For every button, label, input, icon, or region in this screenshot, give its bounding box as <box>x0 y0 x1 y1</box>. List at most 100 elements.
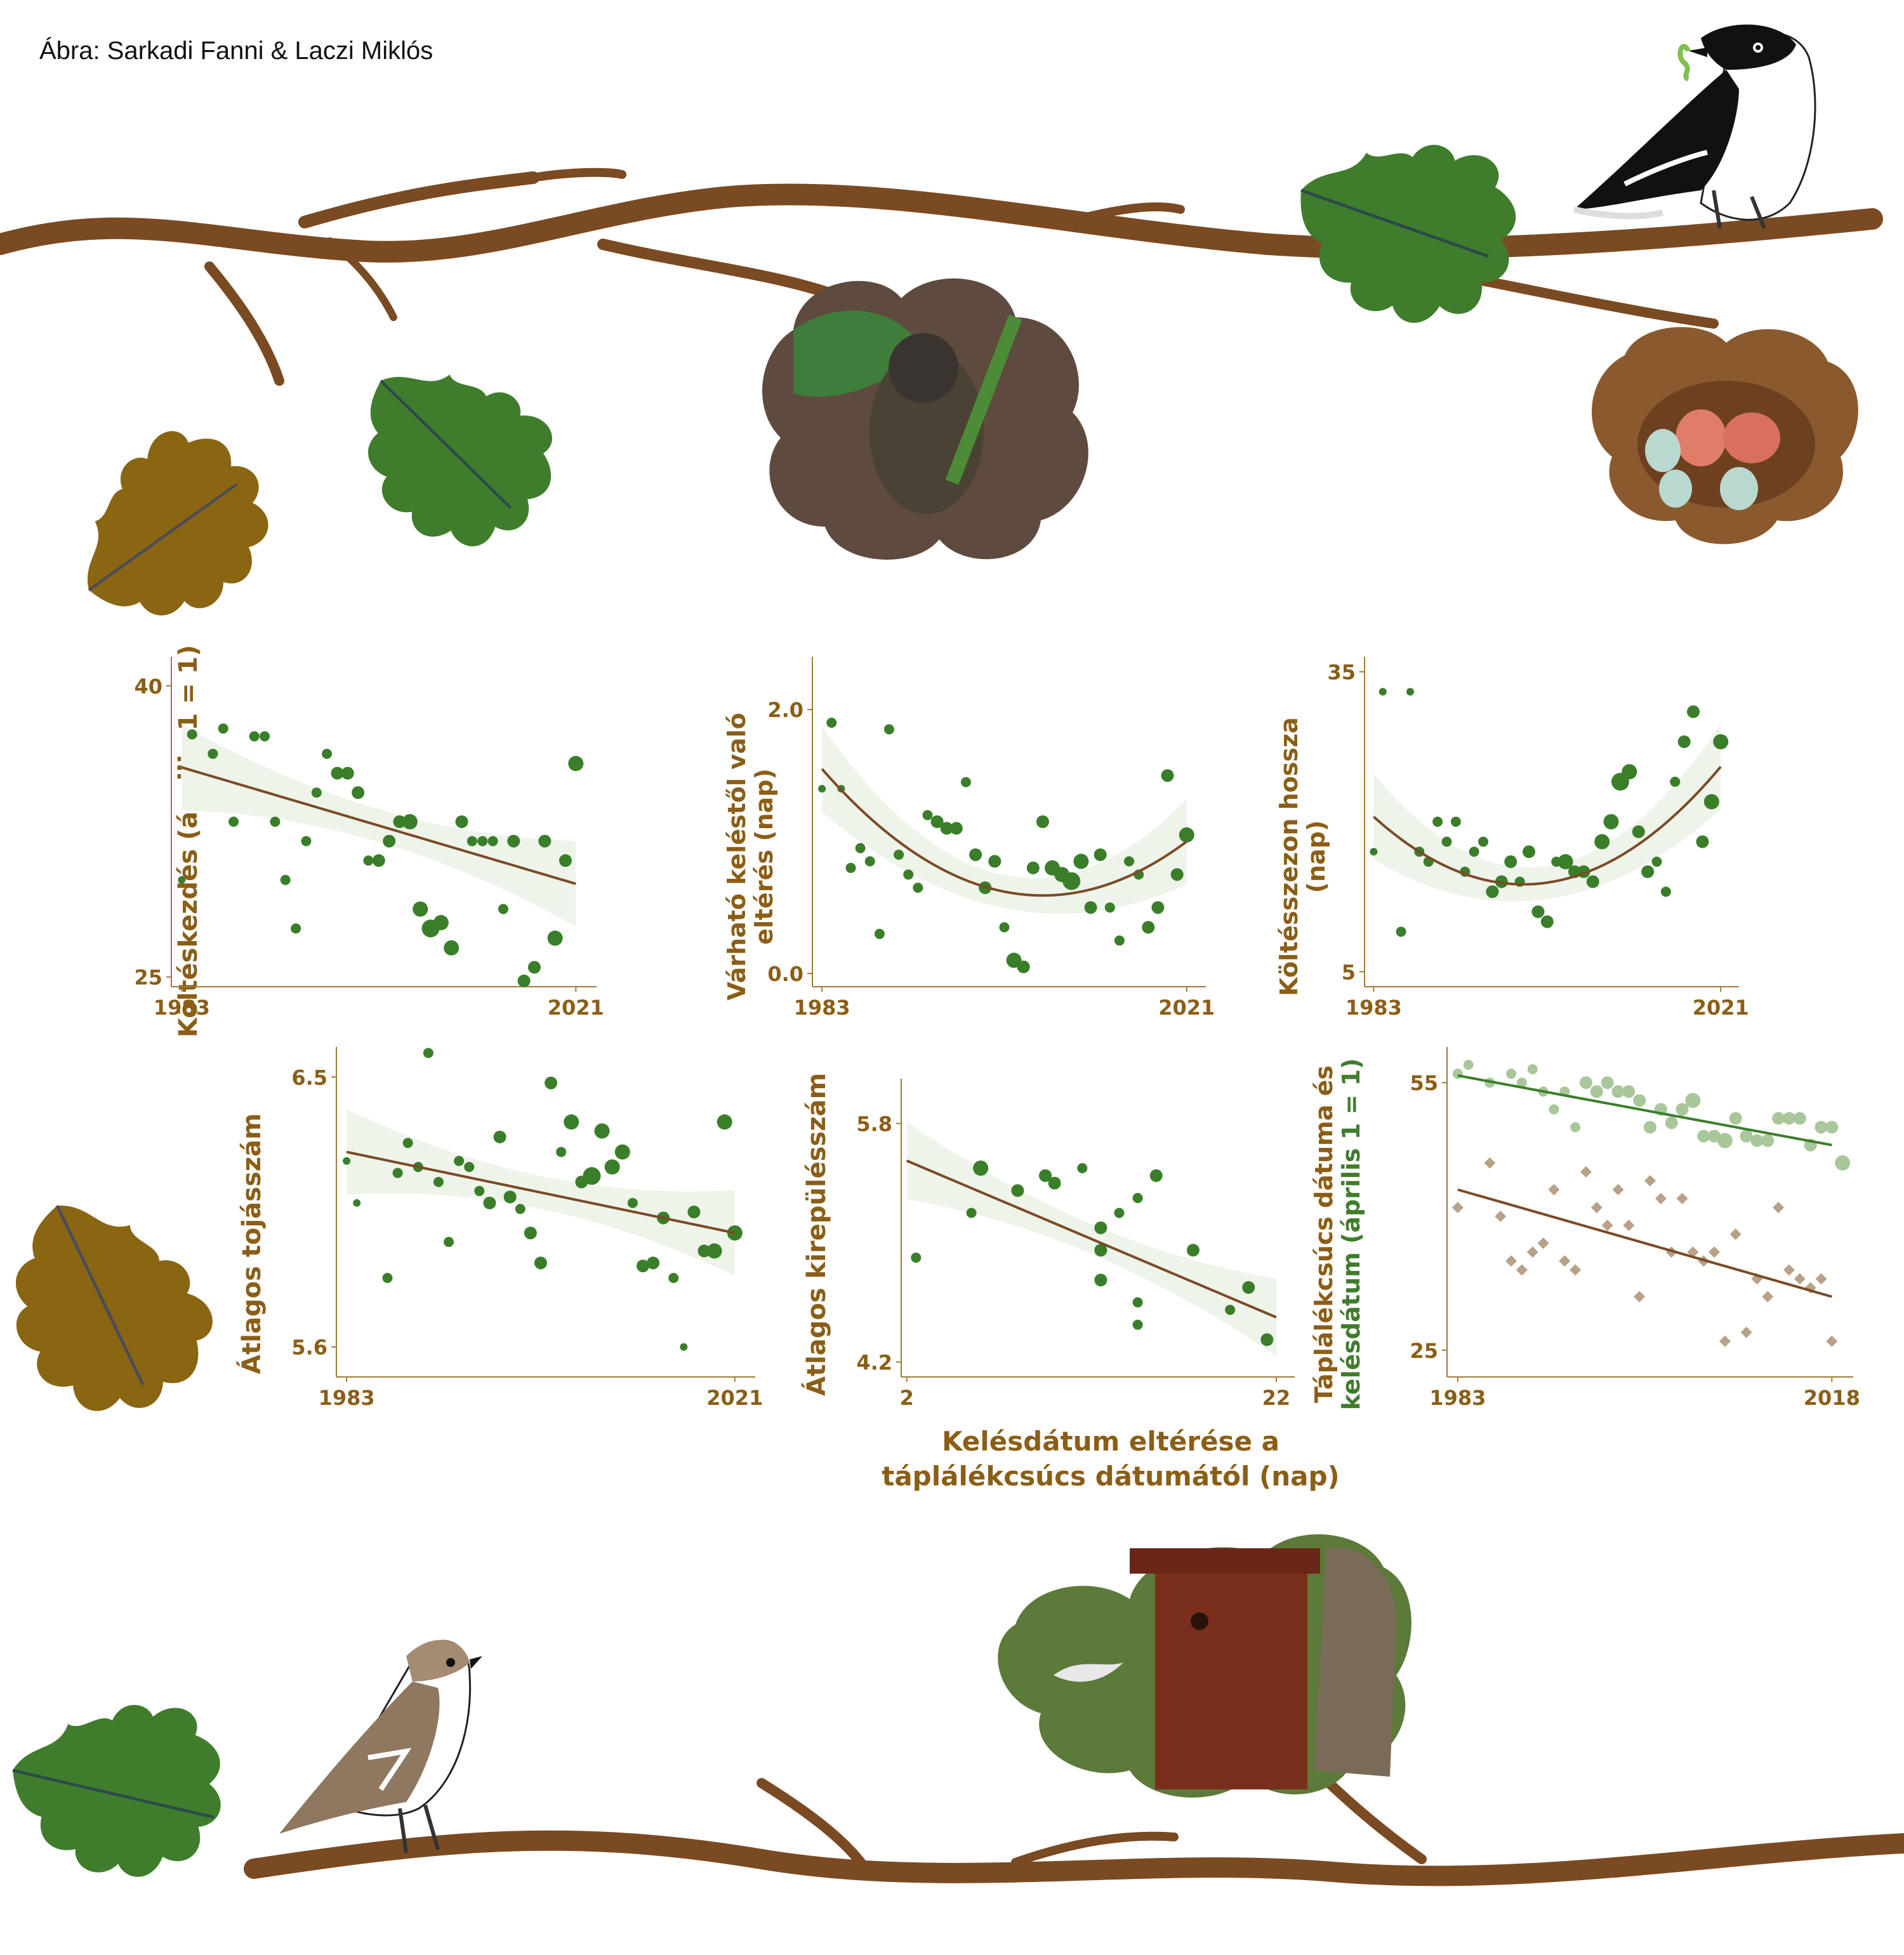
data-point <box>1612 1183 1624 1195</box>
data-point <box>1622 1085 1636 1098</box>
data-point <box>1094 1221 1107 1234</box>
data-point <box>1132 1319 1143 1330</box>
data-point <box>1484 1157 1496 1169</box>
data-point <box>1548 1183 1560 1195</box>
data-point <box>1478 836 1489 847</box>
male-flycatcher-illustration <box>1573 24 1816 230</box>
brown-leaf-top-left <box>41 404 302 661</box>
data-point <box>1601 1076 1614 1089</box>
y-tick-label: 55 <box>1410 1071 1438 1095</box>
data-point <box>383 834 396 848</box>
y-tick-label: 4.2 <box>856 1351 892 1375</box>
y-axis-label-line: Átlagos tojásszám <box>237 1113 267 1374</box>
data-point <box>1580 1166 1592 1178</box>
x-tick-label: 1983 <box>319 1386 375 1410</box>
data-point <box>382 1273 393 1283</box>
data-point <box>1670 776 1681 787</box>
data-point <box>559 854 572 867</box>
x-tick-label: 22 <box>1262 1386 1291 1410</box>
y-axis-label-line: Költésszezon hossza <box>1275 717 1303 996</box>
data-point <box>527 961 541 974</box>
x-axis-label-line: Kelésdátum eltérése a <box>941 1426 1280 1457</box>
data-point <box>1603 814 1619 829</box>
data-point <box>614 1144 630 1160</box>
data-point <box>855 843 866 853</box>
y-tick-label: 2.0 <box>767 698 803 722</box>
data-point <box>1644 1175 1656 1187</box>
data-point <box>1396 926 1406 937</box>
x-tick-label: 1983 <box>154 996 210 1020</box>
chart-hatching-deviation: Várható keléstől való eltérés (nap) 0.0 2… <box>723 650 1215 1031</box>
data-point <box>1697 1129 1710 1143</box>
data-point <box>260 731 270 742</box>
data-point <box>1537 1237 1549 1249</box>
data-point <box>515 1204 526 1214</box>
trend-line <box>346 1150 736 1235</box>
data-point <box>973 1161 989 1176</box>
data-point <box>249 731 260 742</box>
data-point <box>1590 1201 1603 1213</box>
x-tick-label: 2018 <box>1804 1386 1860 1410</box>
data-point <box>1132 1297 1143 1308</box>
data-point <box>1084 901 1097 914</box>
data-point <box>1077 1163 1088 1173</box>
data-point <box>1504 855 1517 869</box>
data-point <box>363 855 374 866</box>
data-point <box>444 1237 454 1247</box>
data-point <box>1687 1246 1699 1258</box>
data-point <box>1611 1085 1625 1098</box>
data-point <box>1149 1169 1163 1182</box>
trend-line <box>821 768 1187 897</box>
data-point <box>270 817 281 827</box>
data-point <box>1142 921 1155 934</box>
data-point <box>727 1225 743 1241</box>
data-point <box>1773 1201 1785 1213</box>
data-point <box>454 1155 465 1166</box>
nest-photo-cloud <box>1591 327 1858 544</box>
data-point <box>218 723 228 734</box>
data-point <box>1036 815 1049 828</box>
y-tick-label: 5.8 <box>856 1112 892 1136</box>
data-point <box>556 1147 567 1157</box>
data-point <box>680 1343 688 1351</box>
data-point <box>1632 825 1645 838</box>
data-point <box>1540 915 1554 928</box>
data-point <box>1772 1112 1785 1125</box>
data-point <box>966 1208 977 1218</box>
chart-food-peak-and-hatching: Táplálékcsúcs dátuma és kelésdátum (ápri… <box>1310 1041 1860 1421</box>
data-point <box>1676 1103 1689 1116</box>
nestbox-photo-cloud <box>998 1534 1411 1798</box>
data-point <box>1378 688 1387 696</box>
data-point <box>1761 1134 1775 1147</box>
data-point <box>455 815 468 828</box>
data-point <box>1531 905 1545 918</box>
data-point <box>1717 1133 1733 1149</box>
data-point <box>444 940 459 956</box>
data-point <box>372 854 385 867</box>
confidence-band <box>822 726 1187 914</box>
data-point <box>913 883 923 893</box>
data-point <box>1709 1246 1721 1258</box>
data-point <box>1570 1122 1581 1133</box>
data-point <box>1006 952 1022 968</box>
data-point <box>1794 1273 1806 1285</box>
data-point <box>503 1190 517 1204</box>
data-point <box>280 874 291 885</box>
data-point <box>402 814 418 829</box>
data-point <box>1039 1169 1052 1182</box>
x-tick-label: 1983 <box>1345 996 1402 1020</box>
data-point <box>534 1256 547 1270</box>
data-point <box>1242 1281 1255 1294</box>
data-point <box>291 923 301 934</box>
data-point <box>1751 1273 1763 1285</box>
x-tick-label: 2021 <box>548 996 604 1020</box>
data-point <box>1676 1192 1688 1204</box>
data-point <box>1590 1085 1603 1098</box>
data-point <box>1114 1208 1125 1218</box>
data-point <box>1526 1246 1538 1258</box>
data-point <box>1634 1291 1646 1303</box>
data-point <box>1073 853 1089 869</box>
data-point <box>647 1256 660 1270</box>
chart-fledgling-number: Átlagos kirepülésszám 4.2 5.8 2 22 <box>802 1072 1301 1421</box>
